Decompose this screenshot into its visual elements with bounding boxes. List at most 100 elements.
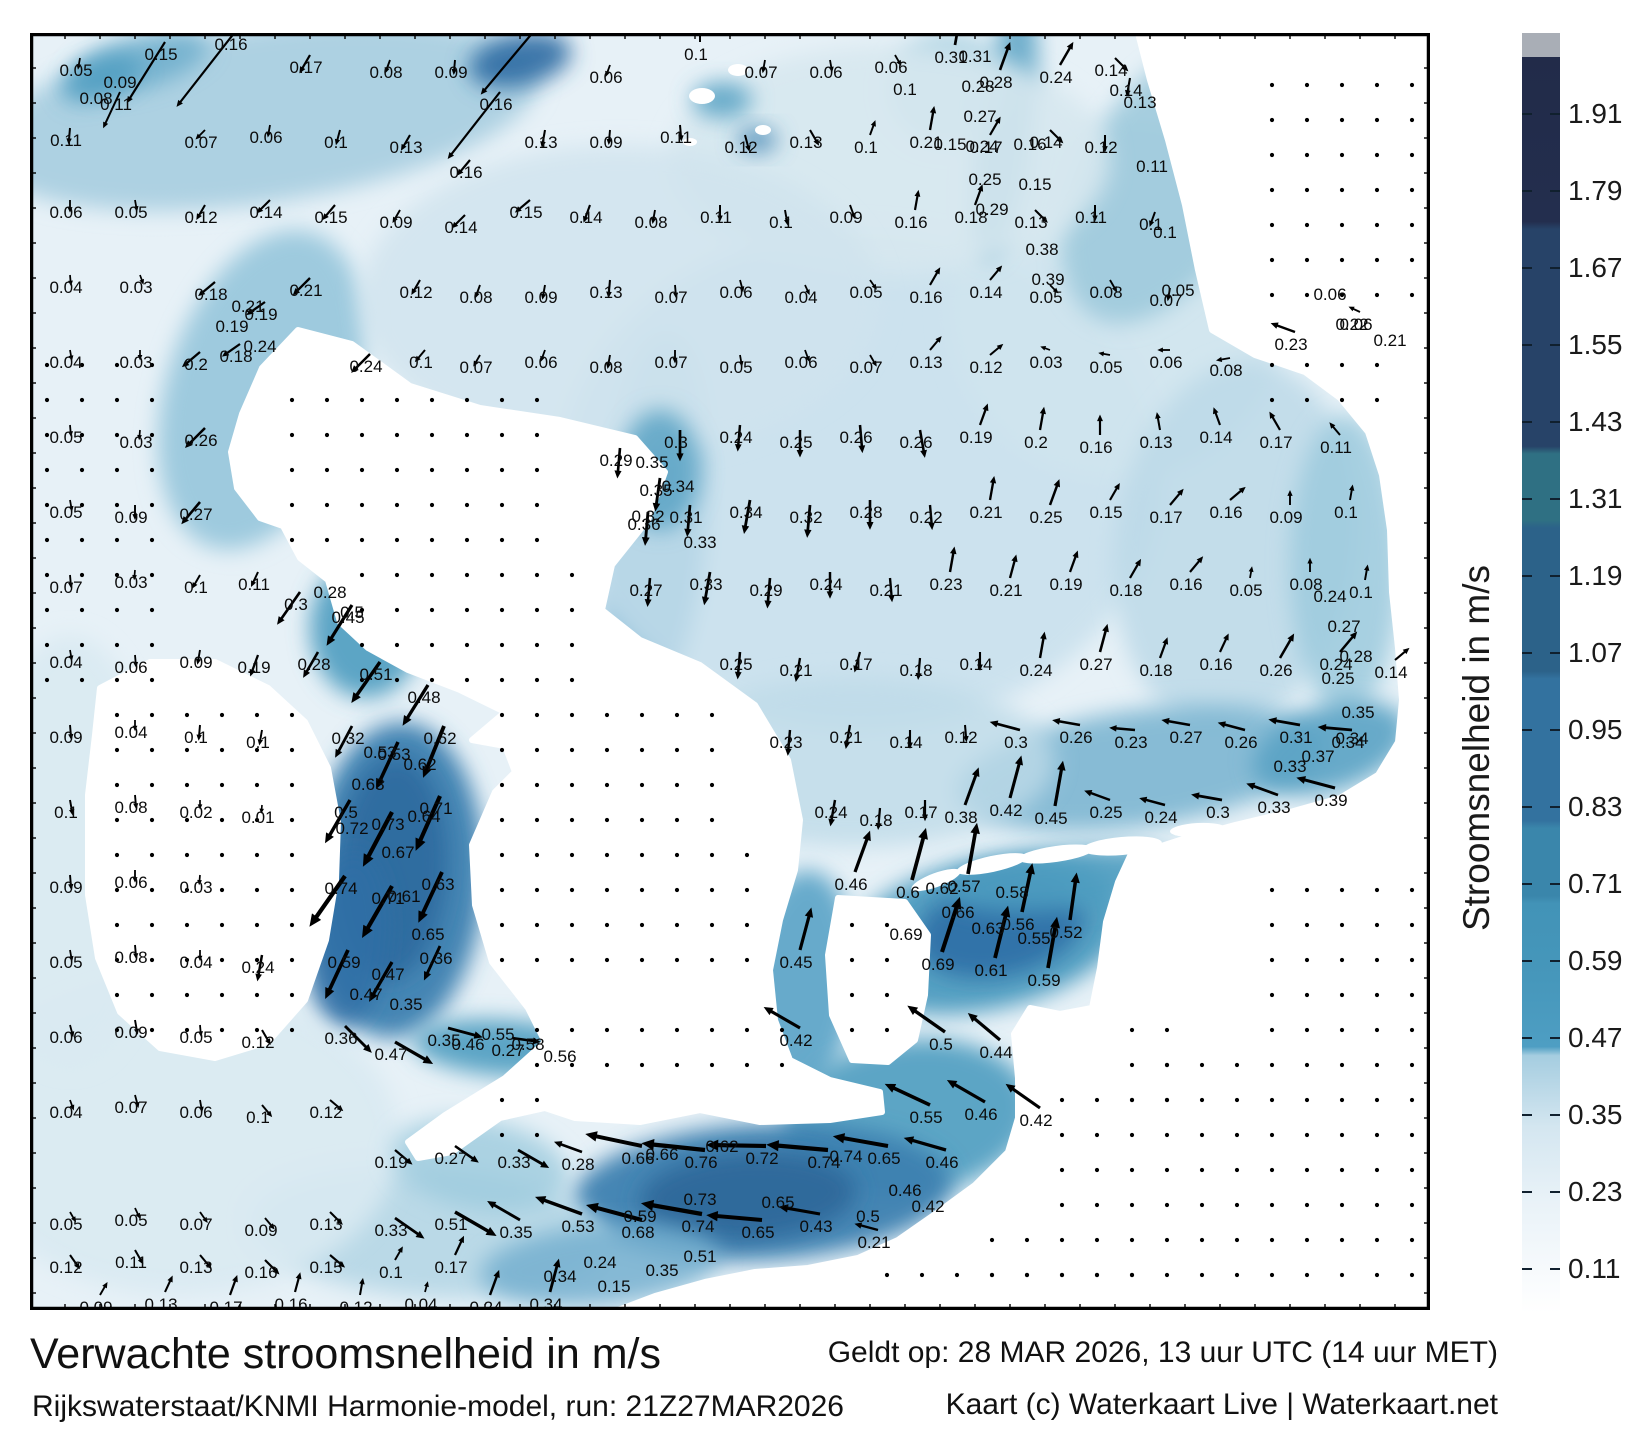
- current-arrowhead: [1287, 489, 1293, 496]
- current-arrowhead: [963, 735, 969, 743]
- current-value: 0.12: [309, 1103, 342, 1122]
- current-arrowhead: [784, 219, 790, 226]
- current-arrow: [404, 684, 430, 722]
- grid-dot: [1269, 257, 1275, 263]
- current-arrow: [377, 741, 400, 785]
- current-arrowhead: [1177, 488, 1184, 496]
- current-value: 0.08: [114, 948, 147, 967]
- current-value: 0.06: [179, 1103, 212, 1122]
- current-arrow: [458, 159, 471, 174]
- current-arrow: [1046, 922, 1058, 969]
- current-value: 0.09: [1269, 508, 1302, 527]
- current-value: 0.28: [297, 655, 330, 674]
- grid-dot: [1059, 1132, 1065, 1138]
- grid-dot: [674, 852, 680, 858]
- current-arrowhead: [977, 664, 983, 671]
- current-value: 0.13: [309, 1215, 342, 1234]
- current-arrow: [1068, 878, 1078, 921]
- current-value: 0.21: [289, 281, 322, 300]
- grid-dot: [1164, 1237, 1170, 1243]
- landmass: [615, 33, 1430, 1310]
- grid-dot: [394, 677, 400, 683]
- current-arrowhead: [553, 1258, 561, 1268]
- grid-dot: [464, 677, 470, 683]
- colorbar-tick-mark: [1550, 421, 1560, 423]
- grid-dot: [499, 957, 505, 963]
- current-arrow: [1301, 777, 1336, 790]
- current-arrow: [187, 427, 206, 446]
- current-arrowhead: [977, 184, 984, 192]
- grid-dot: [1374, 1167, 1380, 1173]
- grid-dot: [464, 607, 470, 613]
- current-arrow: [264, 1259, 278, 1273]
- current-arrowhead: [989, 720, 999, 728]
- current-value: 0.19: [237, 658, 270, 677]
- current-arrowhead: [133, 661, 139, 668]
- current-value: 0.32: [789, 508, 822, 527]
- current-arrowhead: [376, 777, 385, 790]
- current-value: 0.27: [491, 1041, 524, 1060]
- current-arrowhead: [451, 221, 459, 229]
- grid-dot: [1269, 117, 1275, 123]
- grid-dot: [149, 677, 155, 683]
- island: [689, 88, 715, 104]
- grid-dot: [254, 852, 260, 858]
- colorbar-tick-mark: [1550, 113, 1560, 115]
- current-arrow: [278, 591, 302, 622]
- colorbar-tick-mark: [1522, 498, 1532, 500]
- current-arrowhead: [678, 135, 684, 142]
- current-arrowhead: [843, 741, 851, 750]
- current-arrow: [773, 1143, 829, 1153]
- grid-dot: [1304, 1237, 1310, 1243]
- grid-dot: [1199, 1167, 1205, 1173]
- current-value: 0.12: [241, 1033, 274, 1052]
- current-arrow: [853, 835, 870, 873]
- current-value: 0.1: [1349, 583, 1373, 602]
- grid-dot: [709, 747, 715, 753]
- current-value: 0.18: [1109, 581, 1142, 600]
- current-arrowhead: [221, 350, 230, 357]
- current-arrowhead: [69, 1031, 75, 1038]
- grid-dot: [1304, 117, 1310, 123]
- current-value: 0.55: [1017, 929, 1050, 948]
- grid-dot: [114, 887, 120, 893]
- grid-dot: [674, 922, 680, 928]
- current-arrowhead: [1287, 633, 1295, 642]
- grid-dot: [499, 467, 505, 473]
- current-arrow: [250, 654, 260, 673]
- current-arrowhead: [641, 536, 650, 546]
- current-arrow: [592, 1204, 643, 1222]
- grid-dot: [499, 1097, 505, 1103]
- grid-dot: [569, 572, 575, 578]
- current-arrow: [311, 874, 347, 922]
- grid-dot: [289, 537, 295, 543]
- current-value: 0.11: [1075, 208, 1107, 227]
- current-arrow: [736, 424, 742, 448]
- grid-dot: [604, 957, 610, 963]
- current-arrowhead: [858, 445, 866, 454]
- grid-dot: [709, 782, 715, 788]
- colorbar-tick-mark: [1522, 575, 1532, 577]
- current-arrow: [200, 281, 216, 295]
- current-arrowhead: [325, 986, 335, 999]
- grid-dot: [114, 642, 120, 648]
- current-arrowhead: [585, 1131, 598, 1142]
- grid-dot: [184, 992, 190, 998]
- grid-dot: [1304, 187, 1310, 193]
- map-credit: Kaart (c) Waterkaart Live | Waterkaart.n…: [945, 1388, 1498, 1421]
- current-value: 0.42: [1019, 1111, 1052, 1130]
- current-value: 0.14: [1094, 61, 1127, 80]
- current-arrow: [888, 577, 893, 599]
- colorbar-tick-mark: [1522, 883, 1532, 885]
- current-arrowhead: [994, 116, 1001, 124]
- current-speed-map: 0.050.150.160.110.170.080.090.170.160.06…: [30, 33, 1430, 1310]
- current-arrowhead: [265, 1038, 271, 1046]
- current-value: 0.17: [1149, 508, 1182, 527]
- current-value: 0.02: [179, 803, 212, 822]
- current-value: 0.71: [371, 889, 404, 908]
- current-value: 0.25: [1089, 803, 1122, 822]
- current-arrowhead: [1349, 631, 1358, 640]
- grid-dot: [1269, 1062, 1275, 1068]
- current-value: 0.52: [1049, 923, 1082, 942]
- current-arrowhead: [850, 212, 856, 220]
